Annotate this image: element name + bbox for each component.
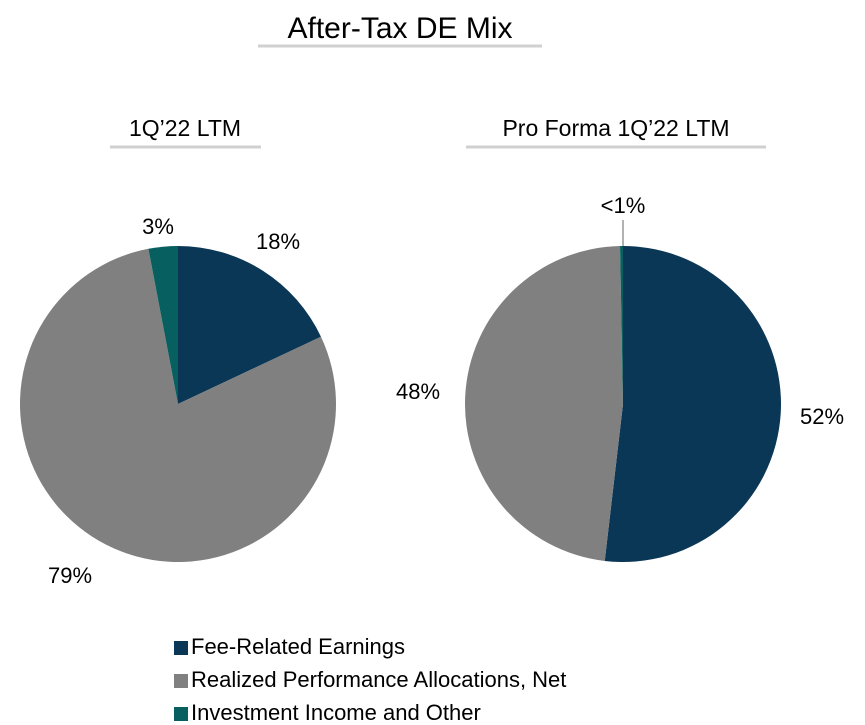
data-label: 79%: [48, 563, 92, 588]
data-label: 52%: [800, 404, 844, 429]
legend-label: Investment Income and Other: [191, 700, 481, 725]
pie-slice: [604, 246, 781, 563]
legend-swatch: [174, 674, 188, 688]
pie-slice: [178, 246, 321, 404]
legend-swatch: [174, 641, 188, 655]
pie-slice: [464, 246, 623, 561]
pie-subtitle: Pro Forma 1Q’22 LTM: [502, 115, 729, 141]
pie-subtitle: 1Q’22 LTM: [129, 115, 241, 141]
data-label: 18%: [256, 229, 300, 254]
chart-title: After-Tax DE Mix: [287, 12, 512, 45]
data-label: <1%: [601, 193, 646, 218]
legend-label: Realized Performance Allocations, Net: [191, 667, 566, 692]
data-label: 3%: [142, 214, 174, 239]
pie-slice: [148, 246, 178, 404]
data-label: 48%: [396, 379, 440, 404]
pie-slice: [620, 246, 623, 404]
legend-label: Fee-Related Earnings: [191, 634, 405, 659]
pie-slice: [20, 248, 336, 562]
legend-swatch: [174, 707, 188, 721]
